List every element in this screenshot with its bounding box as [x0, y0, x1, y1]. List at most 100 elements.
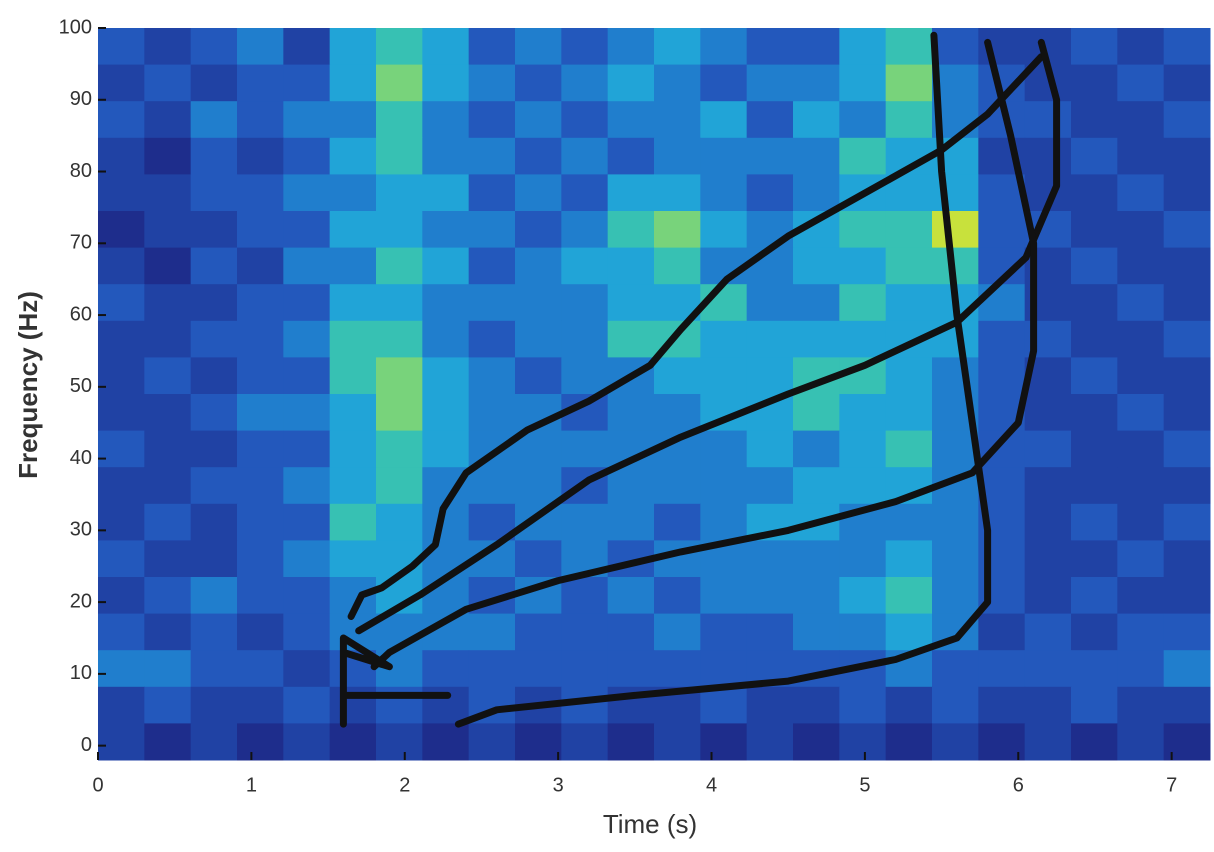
- heatmap-cell: [468, 357, 516, 395]
- heatmap-cell: [746, 467, 794, 505]
- heatmap-cell: [1071, 357, 1118, 395]
- x-tick-label: 5: [859, 774, 870, 796]
- heatmap-cell: [746, 577, 794, 615]
- heatmap-cell: [1071, 28, 1118, 66]
- heatmap-cell: [98, 540, 145, 578]
- heatmap-cell: [1163, 503, 1211, 541]
- heatmap-cell: [190, 101, 238, 139]
- heatmap-cell: [190, 577, 238, 615]
- heatmap-cell: [1071, 540, 1118, 578]
- heatmap-cell: [515, 503, 562, 541]
- heatmap-cell: [237, 430, 284, 468]
- heatmap-cell: [607, 650, 655, 688]
- heatmap-cell: [329, 101, 377, 139]
- heatmap-cell: [932, 357, 979, 395]
- y-tick-label: 0: [81, 734, 92, 756]
- y-tick-label: 30: [70, 519, 92, 541]
- heatmap-cell: [237, 394, 284, 432]
- curve: [370, 38, 1038, 671]
- heatmap-cell: [607, 577, 655, 615]
- y-tick-label: 60: [70, 303, 92, 325]
- heatmap-cell: [1024, 577, 1072, 615]
- heatmap-cell: [607, 503, 655, 541]
- heatmap-cell: [144, 394, 192, 432]
- heatmap-cell: [746, 723, 794, 761]
- heatmap-cell: [1071, 650, 1118, 688]
- heatmap-cell: [978, 650, 1026, 688]
- heatmap-cell: [839, 613, 887, 651]
- heatmap-cell: [283, 320, 331, 358]
- heatmap-cell: [839, 320, 887, 358]
- heatmap-cell: [1117, 650, 1165, 688]
- heatmap-cell: [561, 357, 609, 395]
- heatmap-cell: [839, 723, 887, 761]
- heatmap-cell: [422, 430, 470, 468]
- heatmap-cell: [700, 723, 748, 761]
- heatmap-cell: [885, 613, 933, 651]
- heatmap-cell: [283, 357, 331, 395]
- heatmap-cell: [793, 320, 840, 358]
- heatmap-cell: [1024, 540, 1072, 578]
- heatmap-cell: [839, 64, 887, 102]
- heatmap-cell: [1024, 137, 1072, 175]
- curve: [355, 38, 1061, 635]
- heatmap-cell: [422, 174, 470, 212]
- heatmap-cell: [468, 137, 516, 175]
- heatmap-cell: [1071, 320, 1118, 358]
- heatmap-cell: [376, 284, 423, 322]
- heatmap-cell: [793, 540, 840, 578]
- heatmap-cell: [468, 394, 516, 432]
- heatmap-cell: [561, 64, 609, 102]
- heatmap-cell: [1117, 284, 1165, 322]
- heatmap-cell: [1163, 28, 1211, 66]
- heatmap-cell: [468, 64, 516, 102]
- heatmap-cell: [237, 577, 284, 615]
- heatmap-cell: [700, 211, 748, 249]
- heatmap-cell: [839, 467, 887, 505]
- heatmap-cell: [422, 247, 470, 285]
- heatmap-cell: [1163, 613, 1211, 651]
- heatmap-cell: [190, 320, 238, 358]
- y-axis-title: Frequency (Hz): [13, 291, 43, 479]
- heatmap-cell: [1024, 430, 1072, 468]
- heatmap-cell: [98, 101, 145, 139]
- heatmap-cell: [746, 247, 794, 285]
- heatmap-cell: [978, 284, 1026, 322]
- heatmap-cell: [329, 247, 377, 285]
- heatmap-cell: [746, 540, 794, 578]
- heatmap-cell: [1163, 101, 1211, 139]
- heatmap-cell: [793, 64, 840, 102]
- heatmap-cell: [1024, 723, 1072, 761]
- heatmap-cell: [376, 64, 423, 102]
- heatmap-cell: [839, 28, 887, 66]
- heatmap-cell: [885, 394, 933, 432]
- heatmap-cell: [1117, 247, 1165, 285]
- heatmap-cell: [654, 28, 701, 66]
- heatmap-cell: [746, 174, 794, 212]
- heatmap-cell: [237, 613, 284, 651]
- heatmap-cell: [515, 650, 562, 688]
- heatmap-cell: [515, 137, 562, 175]
- heatmap-cell: [1163, 174, 1211, 212]
- heatmap-cell: [190, 686, 238, 724]
- heatmap-cell: [144, 211, 192, 249]
- heatmap-cell: [98, 64, 145, 102]
- heatmap-cell: [932, 577, 979, 615]
- x-tick-label: 0: [92, 774, 103, 796]
- heatmap-cell: [885, 430, 933, 468]
- heatmap-cell: [885, 723, 933, 761]
- heatmap-cell: [468, 174, 516, 212]
- heatmap-cell: [607, 467, 655, 505]
- heatmap-cell: [1071, 394, 1118, 432]
- heatmap-cell: [746, 357, 794, 395]
- heatmap-cell: [561, 28, 609, 66]
- heatmap-cell: [422, 101, 470, 139]
- x-tick-label: 2: [399, 774, 410, 796]
- heatmap-cell: [144, 540, 192, 578]
- heatmap-cell: [329, 394, 377, 432]
- heatmap-cell: [329, 211, 377, 249]
- heatmap-cell: [700, 28, 748, 66]
- heatmap-cell: [144, 613, 192, 651]
- heatmap-cell: [283, 28, 331, 66]
- heatmap-cell: [422, 577, 470, 615]
